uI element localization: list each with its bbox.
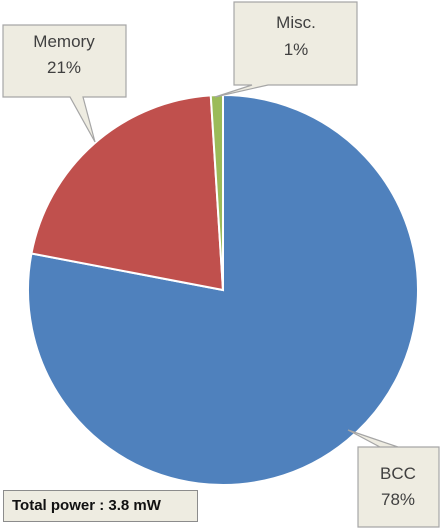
pie-slices <box>27 93 419 486</box>
pie-slice-memory <box>30 94 225 292</box>
callout-memory: Memory 21% <box>2 24 127 143</box>
slice-value-misc: 1% <box>284 40 309 59</box>
total-power-label: Total power : 3.8 mW <box>3 490 198 522</box>
slice-label-bcc: BCC <box>380 464 416 483</box>
callout-bcc: BCC 78% <box>347 429 440 528</box>
callout-misc: Misc. 1% <box>214 1 358 98</box>
slice-value-bcc: 78% <box>381 490 415 509</box>
slice-value-memory: 21% <box>47 58 81 77</box>
slice-label-misc: Misc. <box>276 13 316 32</box>
slice-label-memory: Memory <box>33 32 95 51</box>
pie-slice-bcc <box>27 93 419 486</box>
